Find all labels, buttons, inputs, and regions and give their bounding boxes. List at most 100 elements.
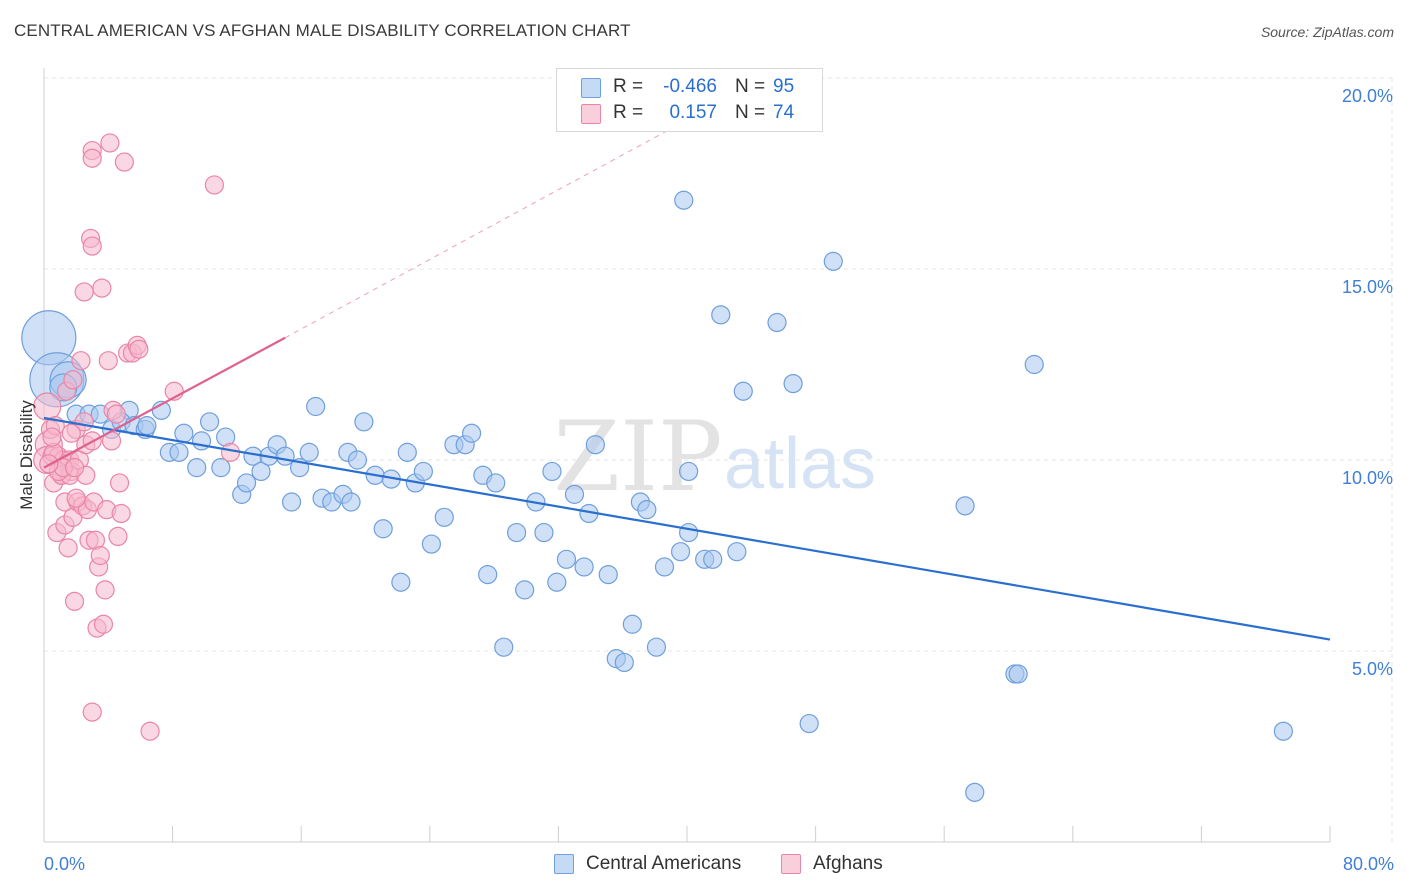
central-americans-trendline <box>43 416 1331 641</box>
central-american-point <box>654 557 675 577</box>
tick-labels: 5.0% 10.0% 15.0% 20.0% 0.0% 80.0% <box>44 86 1394 874</box>
series-legend: Central Americans Afghans <box>0 852 1406 878</box>
central-american-point <box>556 549 577 569</box>
legend-label-central-americans: Central Americans <box>586 853 742 874</box>
legend-r-label: R = <box>613 76 644 97</box>
afghan-point <box>82 702 102 722</box>
afghan-point <box>129 339 149 359</box>
legend-swatch-blue <box>554 854 574 874</box>
central-american-point <box>823 251 843 271</box>
afghan-point <box>90 545 110 566</box>
central-american-point <box>733 381 753 401</box>
central-american-point <box>670 542 691 562</box>
central-american-point <box>507 522 527 543</box>
central-american-point <box>1008 664 1028 684</box>
central-american-point <box>281 492 302 512</box>
central-american-point <box>169 442 189 462</box>
afghan-point <box>95 580 115 600</box>
central-american-point <box>275 446 295 466</box>
afghan-point <box>204 175 224 195</box>
afghan-point <box>66 488 86 508</box>
legend-n-label: N = <box>735 102 766 123</box>
afghan-point <box>114 152 134 172</box>
central-american-point <box>397 442 417 462</box>
afghan-point <box>58 538 78 558</box>
afghan-point <box>220 442 241 462</box>
chart-title: CENTRAL AMERICAN VS AFGHAN MALE DISABILI… <box>14 21 631 40</box>
legend-swatch-pink <box>781 854 801 874</box>
legend-label-afghans: Afghans <box>813 853 883 874</box>
legend-row-afghans: R = 0.157 N = 74 <box>557 100 822 126</box>
afghan-point <box>109 473 130 493</box>
afghans-trendline <box>43 336 286 469</box>
central-american-point <box>174 423 194 443</box>
y-tick-label: 15.0% <box>1342 277 1393 297</box>
central-american-point <box>211 458 231 478</box>
central-american-point <box>251 461 271 482</box>
central-american-point <box>614 652 634 673</box>
legend-swatch-pink <box>581 104 601 124</box>
central-american-point <box>187 458 207 478</box>
central-american-point <box>574 557 594 577</box>
central-american-point <box>306 396 326 417</box>
central-american-point <box>354 412 374 432</box>
afghan-point <box>106 404 126 424</box>
central-american-point <box>434 507 454 527</box>
watermark-atlas: atlas <box>724 424 876 504</box>
afghans-trendline-extension <box>284 119 688 339</box>
central-american-point <box>799 713 819 734</box>
central-american-point <box>955 496 975 516</box>
central-american-point <box>299 442 319 462</box>
trend-layer <box>43 119 1331 641</box>
afghan-point <box>42 427 62 447</box>
central-american-point <box>542 461 562 482</box>
legend-item-central-americans: Central Americans <box>554 852 741 876</box>
afghan-point <box>64 458 85 478</box>
legend-item-afghans: Afghans <box>781 852 883 876</box>
legend-r-value: 0.157 <box>669 102 717 123</box>
central-american-point <box>622 614 642 634</box>
central-american-point <box>637 500 657 520</box>
central-american-point <box>137 416 157 436</box>
central-american-point <box>373 519 393 539</box>
central-american-point <box>199 412 220 432</box>
afghan-point <box>93 614 114 634</box>
afghan-point <box>92 278 112 298</box>
central-american-point <box>347 450 368 470</box>
afghan-point <box>140 721 160 741</box>
afghan-point <box>33 392 62 421</box>
afghan-point <box>98 351 118 371</box>
legend-swatch-blue <box>581 78 601 98</box>
central-american-point <box>494 637 514 657</box>
central-american-point <box>1273 721 1293 741</box>
correlation-legend: R = -0.466 N = 95 R = 0.157 N = 74 <box>556 68 823 132</box>
afghans-points <box>33 133 241 741</box>
central-american-point <box>413 461 433 482</box>
source-credit: Source: ZipAtlas.com <box>1260 24 1394 40</box>
x-tick-label: 0.0% <box>44 854 85 874</box>
legend-r-label: R = <box>613 102 644 123</box>
legend-row-central-americans: R = -0.466 N = 95 <box>557 74 822 100</box>
central-american-point <box>515 580 535 600</box>
afghan-point <box>82 148 102 168</box>
afghan-point <box>64 591 85 611</box>
central-american-point <box>965 782 985 802</box>
y-tick-label: 20.0% <box>1342 86 1393 106</box>
y-axis-label: Male Disability <box>17 400 36 510</box>
afghan-point <box>82 236 102 256</box>
afghan-point <box>61 423 81 443</box>
central-american-point <box>1024 354 1044 375</box>
x-tick-label: 80.0% <box>1343 854 1394 874</box>
afghan-point <box>71 351 91 371</box>
afghan-point <box>100 133 120 153</box>
afghan-point <box>74 282 94 302</box>
afghan-point <box>111 503 131 524</box>
central-american-point <box>727 542 747 562</box>
afghan-point <box>63 370 83 390</box>
legend-n-label: N = <box>735 76 766 97</box>
central-american-point <box>534 522 554 543</box>
central-american-point <box>679 461 699 482</box>
central-american-point <box>421 534 442 554</box>
central-american-point <box>564 484 585 504</box>
